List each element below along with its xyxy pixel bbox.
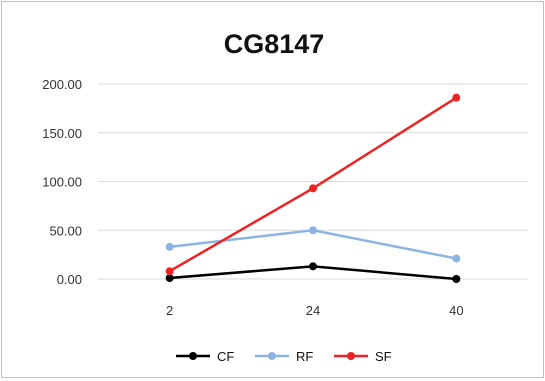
data-point-cf [165, 274, 174, 283]
data-point-rf [452, 254, 461, 263]
y-axis-tick-labels: 0.00 50.00 100.00 150.00 200.00 [42, 77, 82, 287]
legend-label-sf: SF [375, 349, 392, 364]
legend-marker-sf [347, 352, 355, 360]
y-tick-label: 0.00 [57, 272, 82, 287]
data-point-sf [165, 267, 174, 276]
x-axis-tick-labels: 2 24 40 [166, 303, 464, 318]
data-point-sf [309, 184, 317, 193]
data-point-rf [309, 226, 317, 235]
legend-marker-cf [189, 352, 197, 360]
x-tick-label: 2 [166, 303, 173, 318]
y-tick-label: 150.00 [42, 126, 82, 141]
data-point-rf [165, 242, 174, 251]
y-tick-label: 200.00 [42, 77, 82, 92]
data-point-sf [452, 93, 461, 102]
series-lines [165, 93, 461, 283]
legend: CF RF SF [176, 349, 392, 364]
series-line-rf [168, 229, 458, 260]
y-tick-label: 100.00 [42, 175, 82, 190]
legend-label-cf: CF [217, 349, 234, 364]
data-point-cf [309, 262, 317, 271]
legend-label-rf: RF [296, 349, 313, 364]
legend-marker-rf [268, 352, 276, 360]
x-tick-label: 40 [449, 303, 463, 318]
gridlines [98, 83, 528, 280]
data-point-cf [452, 275, 461, 283]
chart-title: CG8147 [224, 29, 325, 59]
y-tick-label: 50.00 [49, 223, 82, 238]
x-tick-label: 24 [306, 303, 320, 318]
